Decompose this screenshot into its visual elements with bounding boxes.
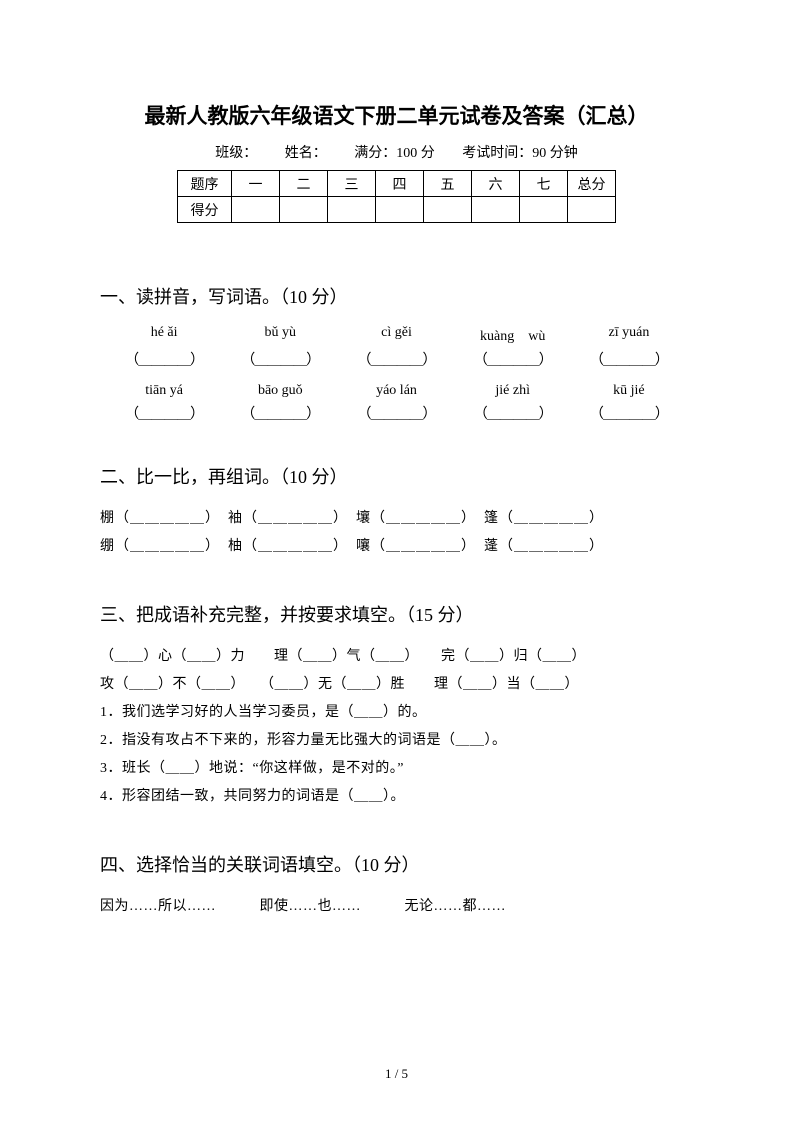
table-cell: [232, 197, 280, 223]
pinyin: yáo lán: [338, 383, 454, 399]
page-title: 最新人教版六年级语文下册二单元试卷及答案（汇总）: [100, 100, 693, 130]
answer-blank: （＿＿＿＿）: [571, 403, 687, 423]
pinyin: tiān yá: [106, 383, 222, 399]
answer-blank: （＿＿＿＿）: [571, 349, 687, 369]
answer-blank: （＿＿＿＿）: [106, 349, 222, 369]
score-table: 题序 一 二 三 四 五 六 七 总分 得分: [177, 170, 616, 223]
answer-blank: （＿＿＿＿）: [222, 403, 338, 423]
pair-line-1: 棚（＿＿＿＿＿） 袖（＿＿＿＿＿） 壤（＿＿＿＿＿） 篷（＿＿＿＿＿）: [100, 505, 693, 533]
answer-blank: （＿＿＿＿）: [338, 403, 454, 423]
idiom-line-1: （＿＿）心（＿＿）力 理（＿＿）气（＿＿） 完（＿＿）归（＿＿）: [100, 643, 693, 671]
blank-row-1: （＿＿＿＿） （＿＿＿＿） （＿＿＿＿） （＿＿＿＿） （＿＿＿＿）: [100, 349, 693, 369]
answer-blank: （＿＿＿＿）: [222, 349, 338, 369]
section-3-title: 三、把成语补充完整，并按要求填空。（15 分）: [100, 601, 693, 627]
table-cell: 五: [424, 171, 472, 197]
table-cell: 六: [472, 171, 520, 197]
idiom-line-2: 攻（＿＿）不（＿＿） （＿＿）无（＿＿）胜 理（＿＿）当（＿＿）: [100, 671, 693, 699]
item-2: 2．指没有攻占不下来的，形容力量无比强大的词语是（＿＿）。: [100, 727, 693, 755]
table-cell: [568, 197, 616, 223]
pinyin: kuàng wù: [455, 325, 571, 345]
pair-line-2: 绷（＿＿＿＿＿） 柚（＿＿＿＿＿） 嚷（＿＿＿＿＿） 蓬（＿＿＿＿＿）: [100, 533, 693, 561]
table-cell: 二: [280, 171, 328, 197]
pinyin-row-2: tiān yá bāo guǒ yáo lán jié zhì kū jié: [100, 383, 693, 399]
answer-blank: （＿＿＿＿）: [338, 349, 454, 369]
pinyin: bāo guǒ: [222, 383, 338, 399]
pinyin: kū jié: [571, 383, 687, 399]
table-cell: 七: [520, 171, 568, 197]
blank-row-2: （＿＿＿＿） （＿＿＿＿） （＿＿＿＿） （＿＿＿＿） （＿＿＿＿）: [100, 403, 693, 423]
pinyin: bǔ yù: [222, 325, 338, 345]
table-cell: [520, 197, 568, 223]
table-cell: [280, 197, 328, 223]
table-cell: [376, 197, 424, 223]
section-1-title: 一、读拼音，写词语。（10 分）: [100, 283, 693, 309]
section-4-title: 四、选择恰当的关联词语填空。（10 分）: [100, 851, 693, 877]
full-score-label: 满分：100 分: [354, 146, 435, 161]
item-3: 3．班长（＿＿）地说：“你这样做，是不对的。”: [100, 755, 693, 783]
answer-blank: （＿＿＿＿）: [106, 403, 222, 423]
page-number: 1 / 5: [0, 1066, 793, 1082]
table-row: 题序 一 二 三 四 五 六 七 总分: [178, 171, 616, 197]
table-cell: [472, 197, 520, 223]
table-cell: 四: [376, 171, 424, 197]
table-cell: [424, 197, 472, 223]
table-cell: 得分: [178, 197, 232, 223]
name-label: 姓名：: [285, 146, 327, 161]
table-cell: 总分: [568, 171, 616, 197]
conjunction-options: 因为……所以…… 即使……也…… 无论……都……: [100, 893, 693, 921]
table-cell: 题序: [178, 171, 232, 197]
pinyin: hé ǎi: [106, 325, 222, 345]
table-cell: 一: [232, 171, 280, 197]
class-label: 班级：: [215, 146, 257, 161]
table-cell: 三: [328, 171, 376, 197]
answer-blank: （＿＿＿＿）: [455, 349, 571, 369]
exam-time-label: 考试时间：90 分钟: [462, 146, 578, 161]
meta-line: 班级： 姓名： 满分：100 分 考试时间：90 分钟: [100, 142, 693, 162]
item-4: 4．形容团结一致，共同努力的词语是（＿＿）。: [100, 783, 693, 811]
section-2-title: 二、比一比，再组词。（10 分）: [100, 463, 693, 489]
answer-blank: （＿＿＿＿）: [455, 403, 571, 423]
table-cell: [328, 197, 376, 223]
pinyin-row-1: hé ǎi bǔ yù cì gěi kuàng wù zī yuán: [100, 325, 693, 345]
pinyin: jié zhì: [455, 383, 571, 399]
table-row: 得分: [178, 197, 616, 223]
pinyin: zī yuán: [571, 325, 687, 345]
pinyin: cì gěi: [338, 325, 454, 345]
item-1: 1．我们选学习好的人当学习委员，是（＿＿）的。: [100, 699, 693, 727]
